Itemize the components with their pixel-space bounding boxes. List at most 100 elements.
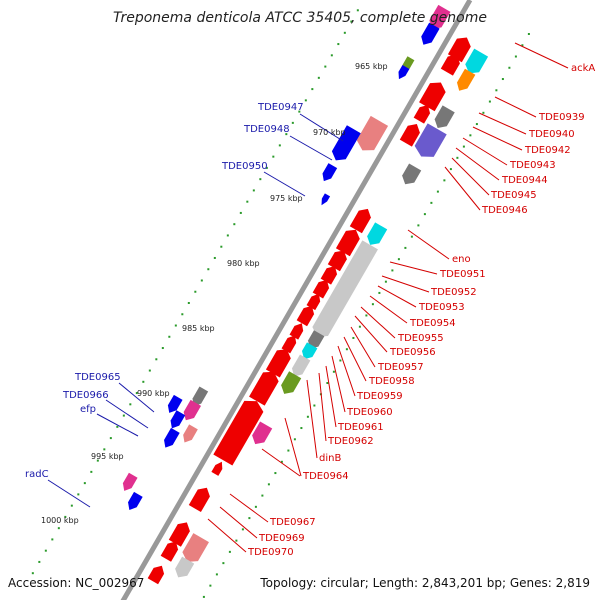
leader-line-right-5 [455,147,500,181]
gene-label-TDE0944[interactable]: TDE0944 [501,175,548,186]
gene-label-TDE0939[interactable]: TDE0939 [538,112,585,123]
gene-label-eno[interactable]: eno [452,254,471,265]
leader-line-right-12 [369,295,408,324]
ring-dot [261,494,264,497]
gene-label-TDE0969[interactable]: TDE0969 [258,533,305,544]
gene-arrow-left-1 [421,22,440,45]
gene-arrow-inner-18 [188,487,210,513]
gene-label-TDE0958[interactable]: TDE0958 [368,376,415,387]
ring-dot [300,427,303,430]
gene-arrow-outer-11 [252,421,273,445]
ring-dot [521,44,524,47]
ring-dot [70,504,73,507]
ring-dot [96,459,99,462]
gene-label-TDE0948[interactable]: TDE0948 [243,124,290,135]
gene-arrow-outer-7 [307,330,325,349]
gene-label-TDE0956[interactable]: TDE0956 [389,347,436,358]
ring-dot [246,200,249,203]
leader-line-right-16 [343,336,367,382]
gene-arrow-inner-13 [281,335,297,354]
gene-label-TDE0951[interactable]: TDE0951 [439,269,486,280]
ring-dot [423,213,426,216]
ring-dot [241,528,244,531]
gene-label-TDE0962[interactable]: TDE0962 [327,436,374,447]
accession-text: Accession: NC_002967 [8,576,144,590]
ring-dot [410,235,413,238]
gene-label-TDE0970[interactable]: TDE0970 [247,547,294,558]
ring-dot [254,505,257,508]
leader-line-right-15 [350,326,376,368]
ring-dot [293,438,296,441]
gene-label-TDE0954[interactable]: TDE0954 [409,318,456,329]
gene-arrow-inner-17 [211,461,223,476]
gene-label-TDE0964[interactable]: TDE0964 [302,471,349,482]
ring-dot [235,539,238,542]
ring-dot [449,168,452,171]
ring-dot [148,369,151,372]
ring-dot [291,121,294,124]
gene-label-radC[interactable]: radC [25,469,49,480]
gene-arrow-inner-16 [213,400,264,466]
ring-dot [248,517,251,520]
leader-line-right-22 [284,417,302,477]
ring-dot [161,347,164,350]
ring-dot [337,43,340,46]
gene-arrow-outer-13 [175,556,195,578]
gene-label-TDE0945[interactable]: TDE0945 [490,190,537,201]
kbp-label-1000: 1000 kbp [41,516,79,525]
gene-arrow-outer-9 [291,354,311,377]
gene-label-TDE0953[interactable]: TDE0953 [418,302,465,313]
leader-line-right-23 [261,448,301,477]
gene-label-TDE0965[interactable]: TDE0965 [74,372,121,383]
ring-dot [272,155,275,158]
leader-line-right-2 [478,112,527,135]
ring-dot [304,99,307,102]
gene-arrow-left-0 [429,4,451,30]
gene-arrow-outer-1 [456,68,476,91]
ring-dot [129,403,132,406]
ring-dot [358,325,361,328]
ring-dot [213,256,216,259]
gene-label-TDE0960[interactable]: TDE0960 [346,407,393,418]
ring-dot [38,560,41,563]
gene-label-TDE0961[interactable]: TDE0961 [337,422,384,433]
leader-line-right-0 [514,42,569,69]
gene-label-TDE0940[interactable]: TDE0940 [528,129,575,140]
gene-label-efp[interactable]: efp [80,404,96,415]
leader-line-right-24 [229,493,269,523]
leader-line-right-3 [472,126,523,151]
gene-arrow-inner-14 [265,349,291,378]
ring-dot [287,449,290,452]
gene-label-TDE0947[interactable]: TDE0947 [257,102,304,113]
ring-dot [202,595,205,598]
ring-dot [371,303,374,306]
ring-dot [267,483,270,486]
kbp-label-970: 970 kbp [313,128,346,137]
gene-label-ackA[interactable]: ackA [571,63,595,74]
leader-line-right-10 [381,275,430,293]
gene-label-dinB[interactable]: dinB [319,453,341,464]
ring-dot [495,89,498,92]
gene-label-TDE0950[interactable]: TDE0950 [221,161,268,172]
gene-label-TDE0959[interactable]: TDE0959 [356,391,403,402]
ring-dot [44,549,47,552]
gene-label-TDE0967[interactable]: TDE0967 [269,517,316,528]
gene-arrow-inner-20 [160,541,179,562]
gene-label-TDE0957[interactable]: TDE0957 [377,362,424,373]
ring-dot [226,234,229,237]
leader-line-right-1 [494,96,537,118]
gene-label-TDE0942[interactable]: TDE0942 [524,145,571,156]
ring-dot [220,245,223,248]
ring-dot [343,31,346,34]
gene-label-TDE0952[interactable]: TDE0952 [430,287,477,298]
kbp-label-990: 990 kbp [137,389,170,398]
leader-line-right-20 [318,372,327,442]
gene-label-TDE0955[interactable]: TDE0955 [397,333,444,344]
gene-label-TDE0946[interactable]: TDE0946 [481,205,528,216]
gene-arrow-inner-19 [168,522,190,547]
leader-line-right-18 [331,355,346,413]
ring-dot [90,470,93,473]
leader-line-left-2 [263,171,306,197]
gene-label-TDE0966[interactable]: TDE0966 [62,390,109,401]
gene-label-TDE0943[interactable]: TDE0943 [509,160,556,171]
